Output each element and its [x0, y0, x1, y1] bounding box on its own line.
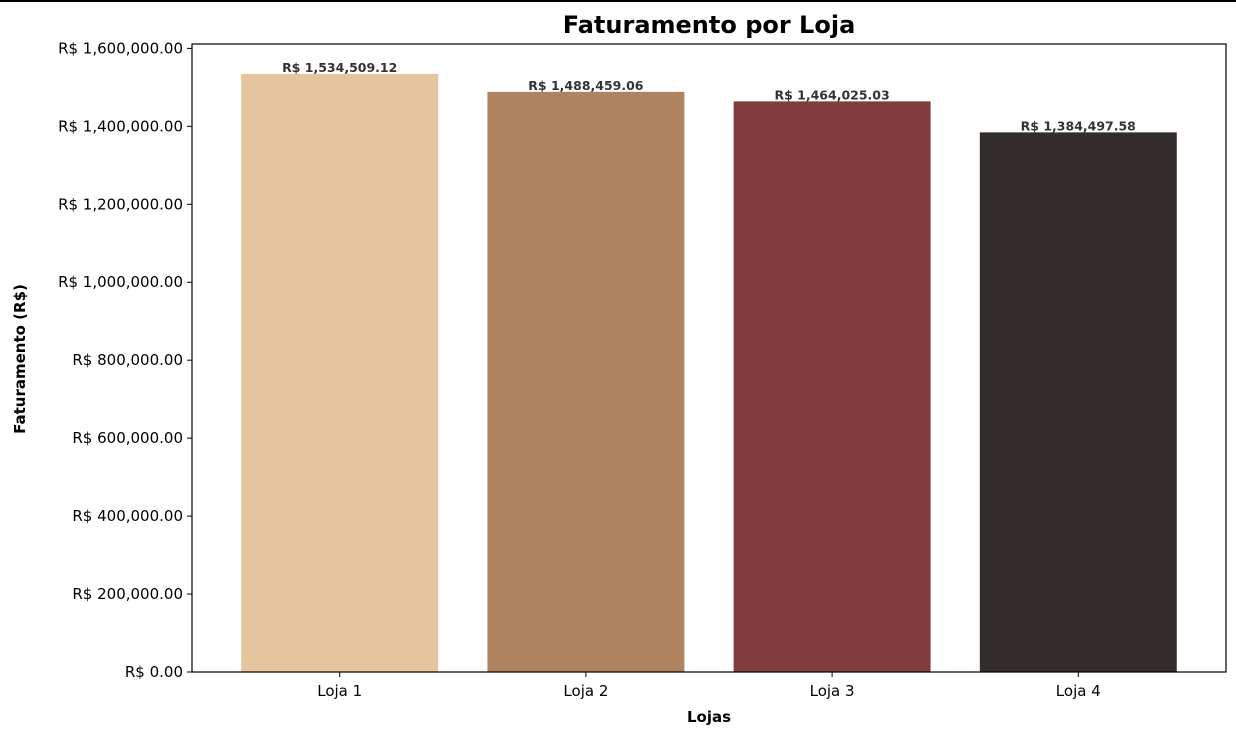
x-tick-label-4: Loja 4 [1056, 682, 1101, 700]
x-tick-label-2: Loja 2 [563, 682, 608, 700]
y-axis-label: Faturamento (R$) [11, 284, 29, 434]
bar-3 [733, 101, 931, 672]
x-tick-label-1: Loja 1 [317, 682, 362, 700]
x-axis-label: Lojas [687, 708, 731, 726]
y-tick-label-1: R$ 200,000.00 [72, 585, 183, 603]
x-ticks-group: Loja 1 Loja 2 Loja 3 Loja 4 [317, 672, 1101, 700]
bars-group [241, 73, 1177, 672]
y-tick-label-5: R$ 1,000,000.00 [58, 273, 183, 291]
y-tick-label-7: R$ 1,400,000.00 [58, 117, 183, 135]
y-tick-label-3: R$ 600,000.00 [72, 429, 183, 447]
y-tick-label-8: R$ 1,600,000.00 [58, 39, 183, 57]
data-labels-group: R$ 1,534,509.12 R$ 1,488,459.06 R$ 1,464,0… [282, 60, 1136, 133]
y-ticks-group: R$ 0.00 R$ 200,000.00 R$ 400,000.00 R$ 600,… [58, 39, 192, 681]
x-tick-label-3: Loja 3 [810, 682, 855, 700]
y-tick-label-4: R$ 800,000.00 [72, 351, 183, 369]
top-border-line [0, 0, 1236, 2]
plot-frame [191, 43, 1227, 673]
bar-1 [241, 73, 439, 672]
bar-value-label-2: R$ 1,488,459.06 [528, 78, 644, 93]
y-tick-label-6: R$ 1,200,000.00 [58, 195, 183, 213]
bar-2 [487, 91, 685, 672]
y-tick-label-2: R$ 400,000.00 [72, 507, 183, 525]
bar-value-label-4: R$ 1,384,497.58 [1021, 118, 1136, 133]
bar-value-label-1: R$ 1,534,509.12 [282, 60, 397, 75]
bar-value-label-3: R$ 1,464,025.03 [774, 87, 889, 102]
y-tick-label-0: R$ 0.00 [125, 663, 183, 681]
chart-title: Faturamento por Loja [563, 11, 856, 39]
bar-4 [979, 132, 1177, 672]
